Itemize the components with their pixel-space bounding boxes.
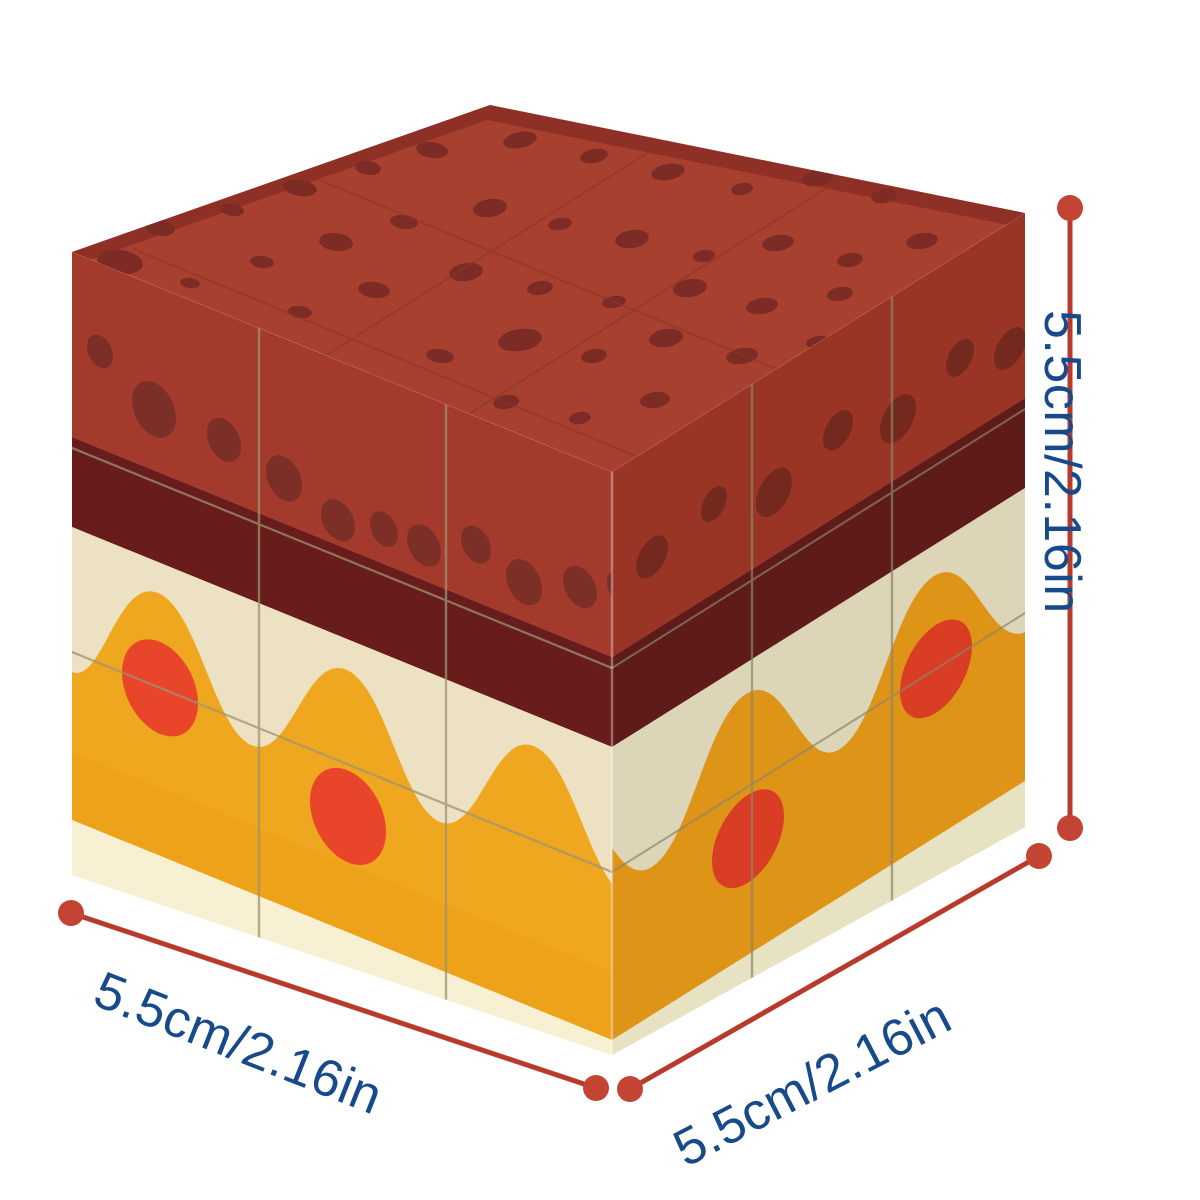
- left-orange-band: [72, 752, 612, 1049]
- width-callout-dot-left: [58, 900, 84, 926]
- dimension-label-height: 5.5cm/2.16in: [1033, 310, 1091, 614]
- depth-callout-dot-left: [617, 1076, 643, 1102]
- height-callout-dot-top: [1057, 195, 1083, 221]
- right-dark-chocolate-band: [612, 393, 1025, 747]
- height-callout-line: [1057, 195, 1083, 841]
- width-callout-line: [58, 900, 609, 1101]
- top-face-seams: [132, 139, 847, 470]
- dimension-callouts: [58, 195, 1083, 1102]
- width-callout-dot-right: [583, 1075, 609, 1101]
- cube-top-face: [72, 105, 1025, 472]
- right-orange-band: [612, 708, 1025, 1040]
- right-cherries: [712, 619, 972, 889]
- depth-callout-line: [617, 843, 1052, 1102]
- depth-callout-dot-right: [1026, 843, 1052, 869]
- left-chocolate-band: [72, 252, 612, 666]
- left-face-crumbs: [87, 334, 612, 609]
- right-chocolate-band: [612, 213, 1025, 657]
- top-face-chocolate-crumbs: [72, 105, 1025, 470]
- left-dark-chocolate-band: [72, 437, 612, 756]
- right-face-crumbs: [636, 326, 1025, 579]
- height-callout-dot-bottom: [1057, 815, 1083, 841]
